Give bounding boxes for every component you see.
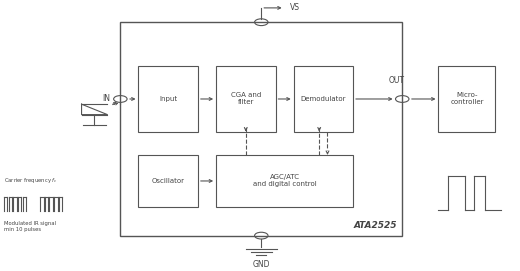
- Text: VS: VS: [290, 4, 300, 12]
- Text: Oscillator: Oscillator: [152, 178, 185, 184]
- Bar: [294, 66, 353, 131]
- Text: OUT: OUT: [389, 76, 405, 85]
- Text: GND: GND: [253, 260, 270, 269]
- Text: IN: IN: [102, 95, 110, 104]
- Bar: [120, 22, 402, 235]
- Text: Input: Input: [159, 96, 177, 102]
- Bar: [216, 66, 276, 131]
- Text: CGA and
filter: CGA and filter: [231, 92, 261, 105]
- Text: Demodulator: Demodulator: [301, 96, 346, 102]
- Text: Micro-
controller: Micro- controller: [450, 92, 484, 105]
- Text: ATA2525: ATA2525: [354, 221, 397, 230]
- Bar: [138, 155, 198, 207]
- Bar: [438, 66, 496, 131]
- Text: Modulated IR signal
min 10 pulses: Modulated IR signal min 10 pulses: [4, 221, 56, 232]
- Text: AGC/ATC
and digital control: AGC/ATC and digital control: [253, 175, 317, 188]
- Bar: [216, 155, 353, 207]
- Bar: [138, 66, 198, 131]
- Text: Carrier frequency $f_c$: Carrier frequency $f_c$: [4, 176, 58, 185]
